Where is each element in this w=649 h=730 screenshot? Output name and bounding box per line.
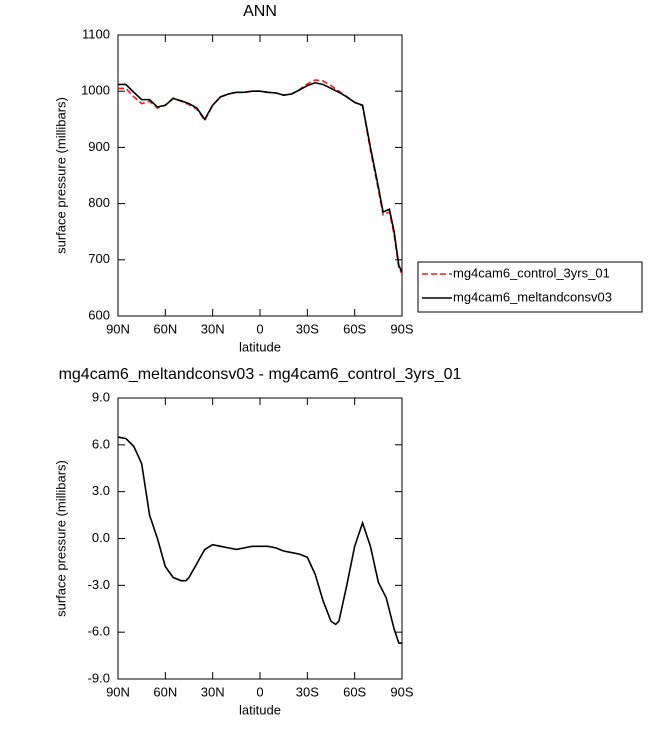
y-tick-label: 6.0 xyxy=(92,436,110,451)
y-tick-label: 800 xyxy=(88,195,110,210)
x-tick-label: 90N xyxy=(106,684,130,699)
x-tick-label: 0 xyxy=(256,684,263,699)
y-tick-label: 1100 xyxy=(82,26,110,41)
x-tick-label: 30S xyxy=(296,684,319,699)
legend-box xyxy=(417,261,643,313)
x-tick-label: 30N xyxy=(201,321,225,336)
chart-title: ANN xyxy=(243,3,277,20)
x-tick-label: 0 xyxy=(256,321,263,336)
x-tick-label: 60N xyxy=(153,684,177,699)
y-tick-label: -9.0 xyxy=(88,670,110,685)
y-tick-label: -6.0 xyxy=(88,624,110,639)
y-tick-label: 9.0 xyxy=(92,389,110,404)
legend-label: mg4cam6_control_3yrs_01 xyxy=(453,265,610,280)
x-tick-label: 30N xyxy=(201,684,225,699)
plot-frame xyxy=(117,397,403,680)
x-axis-label: latitude xyxy=(239,702,281,717)
plot-frame xyxy=(117,34,403,317)
x-tick-label: 90S xyxy=(390,321,413,336)
x-axis-label: latitude xyxy=(239,339,281,354)
data-line xyxy=(118,81,403,273)
y-tick-label: 600 xyxy=(88,307,110,322)
y-tick-label: 700 xyxy=(88,251,110,266)
y-tick-label: 3.0 xyxy=(92,483,110,498)
x-tick-label: 60N xyxy=(153,321,177,336)
y-tick-label: -3.0 xyxy=(88,577,110,592)
y-tick-label: 0.0 xyxy=(92,530,110,545)
x-tick-label: 90N xyxy=(106,321,130,336)
x-tick-label: 30S xyxy=(296,321,319,336)
x-tick-label: 60S xyxy=(343,684,366,699)
chart-title: mg4cam6_meltandconsv03 - mg4cam6_control… xyxy=(59,366,462,383)
x-tick-label: 60S xyxy=(343,321,366,336)
y-tick-label: 900 xyxy=(88,139,110,154)
x-tick-label: 90S xyxy=(390,684,413,699)
y-axis-label: surface pressure (millibars) xyxy=(53,460,68,617)
data-line xyxy=(117,436,402,644)
data-line xyxy=(118,79,403,275)
y-tick-label: 1000 xyxy=(81,83,110,98)
legend-label: mg4cam6_meltandconsv03 xyxy=(453,289,612,304)
y-axis-label: surface pressure (millibars) xyxy=(53,97,68,254)
